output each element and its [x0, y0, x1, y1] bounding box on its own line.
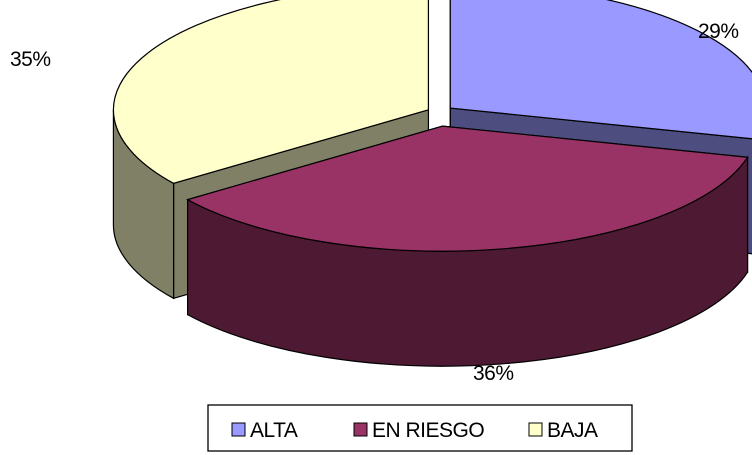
- slice-top-baja: [112, 0, 430, 184]
- legend-swatch-baja: [528, 422, 543, 437]
- legend-label-alta: ALTA: [250, 419, 298, 442]
- legend-item-en-riesgo: EN RIESGO: [353, 419, 485, 442]
- data-label-alta: 29%: [698, 20, 739, 43]
- legend-item-alta: ALTA: [231, 419, 298, 442]
- data-label-baja: 35%: [10, 48, 51, 71]
- legend-swatch-alta: [231, 422, 246, 437]
- legend-label-baja: BAJA: [547, 419, 598, 442]
- legend-swatch-en-riesgo: [353, 422, 368, 437]
- slice-en-riesgo: [186, 125, 749, 367]
- pie-slices: [112, 0, 752, 367]
- data-labels: 29% 36% 35%: [10, 20, 739, 385]
- data-label-en-riesgo: 36%: [473, 362, 514, 385]
- slice-top-alta: [449, 0, 752, 140]
- legend-label-en-riesgo: EN RIESGO: [372, 419, 484, 442]
- legend-item-baja: BAJA: [528, 419, 599, 442]
- legend: ALTA EN RIESGO BAJA: [207, 404, 633, 452]
- legend-box: [207, 404, 633, 452]
- slice-top-en-riesgo: [186, 125, 749, 252]
